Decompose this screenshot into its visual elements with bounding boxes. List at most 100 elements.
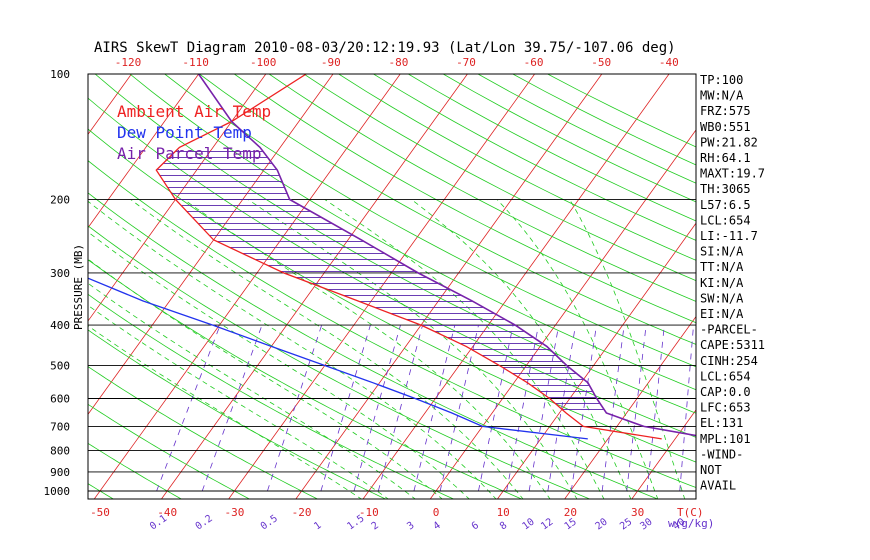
mixing-ratio-line [478, 324, 514, 492]
mixing-ratio-line [413, 324, 456, 492]
isotherm-line [160, 74, 468, 499]
isotherm-line [88, 74, 334, 416]
stat-item: -PARCEL- [700, 323, 758, 337]
y-axis-label: PRESSURE (MB) [72, 244, 85, 330]
legend-entry: Dew Point Temp [117, 123, 252, 142]
top-temp-tick-label: -90 [321, 56, 341, 69]
dry-adiabat-line [88, 259, 523, 499]
pressure-tick-label: 900 [50, 466, 70, 479]
stat-item: CINH:254 [700, 354, 758, 368]
chart-title: AIRS SkewT Diagram 2010-08-03/20:12:19.9… [94, 40, 676, 56]
mixing-ratio-line [353, 324, 401, 492]
mixing-ratio-line [679, 325, 694, 492]
pressure-tick-label: 700 [50, 420, 70, 433]
pressure-tick-label: 800 [50, 445, 70, 458]
dry-adiabat-line [129, 74, 696, 391]
mixing-ratio-line [201, 324, 263, 492]
stat-item: TP:100 [700, 73, 743, 87]
moist-adiabat-line [569, 199, 686, 499]
mixing-ratio-tick-label: 4 [432, 520, 443, 532]
isotherm-line [88, 74, 267, 322]
stat-item: RH:64.1 [700, 151, 751, 165]
dry-adiabat-line [303, 74, 696, 282]
mixing-ratio-line [646, 325, 665, 492]
mixing-ratio-tick-label: 8 [498, 520, 509, 532]
stat-item: TT:N/A [700, 260, 744, 274]
moist-adiabat-line [496, 199, 659, 499]
moist-adiabat-line [88, 282, 416, 499]
isotherm-line [295, 74, 603, 499]
dry-adiabat-line [88, 366, 319, 499]
stat-item: KI:N/A [700, 276, 744, 290]
dry-adiabat-line [338, 74, 696, 261]
pressure-tick-label: 300 [50, 267, 70, 280]
stat-item: FRZ:575 [700, 104, 751, 118]
moist-adiabat-line [411, 199, 632, 499]
top-temp-tick-label: -70 [456, 56, 476, 69]
stat-item: LCL:654 [700, 369, 751, 383]
mixing-ratio-axis-label: w(g/kg) [668, 517, 714, 530]
dry-adiabat-line [164, 74, 696, 368]
top-temp-tick-label: -50 [591, 56, 611, 69]
mixing-ratio-line [601, 325, 625, 492]
dry-adiabat-line [88, 128, 696, 463]
top-temp-tick-label: -100 [250, 56, 277, 69]
mixing-ratio-line [320, 324, 371, 492]
pressure-tick-label: 1000 [44, 485, 71, 498]
bottom-temp-tick-label: 0 [433, 506, 440, 519]
stat-item: SW:N/A [700, 291, 744, 305]
parcel-temp-line [197, 74, 696, 437]
isotherm-line [564, 315, 696, 499]
stat-item: MAXT:19.7 [700, 167, 765, 181]
bottom-temp-tick-label: -10 [359, 506, 379, 519]
stat-item: CAPE:5311 [700, 338, 765, 352]
bottom-temp-tick-label: 30 [631, 506, 644, 519]
stat-item: TH:3065 [700, 182, 751, 196]
dry-adiabat-line [268, 74, 696, 302]
mixing-ratio-line [439, 324, 479, 492]
mixing-ratio-line [528, 324, 560, 492]
stat-item: EI:N/A [700, 307, 744, 321]
stat-item: EL:131 [700, 416, 743, 430]
moist-adiabat-line [88, 231, 470, 499]
mixing-ratio-line [626, 325, 647, 492]
stat-item: PW:21.82 [700, 135, 758, 149]
dry-adiabat-line [88, 442, 183, 499]
top-temp-tick-label: -110 [182, 56, 209, 69]
stat-item: SI:N/A [700, 245, 744, 259]
isotherm-line [362, 74, 670, 499]
dry-adiabat-line [88, 403, 251, 499]
stat-item: -WIND- [700, 447, 743, 461]
stat-item: NOT [700, 463, 722, 477]
moist-adiabat-line [88, 200, 497, 499]
stat-item: CAP:0.0 [700, 385, 751, 399]
dry-adiabat-line [94, 74, 696, 414]
moist-adiabat-line [88, 304, 389, 499]
dry-adiabat-line [88, 160, 696, 489]
dry-adiabat-line [88, 225, 591, 499]
stat-item: LFC:653 [700, 401, 751, 415]
mixing-ratio-line [377, 324, 423, 492]
bottom-temp-tick-label: -50 [90, 506, 110, 519]
plot-area [88, 74, 696, 499]
legend-entry: Air Parcel Temp [117, 144, 262, 163]
bottom-temp-tick-label: 20 [564, 506, 577, 519]
plot-frame [87, 73, 697, 500]
stat-item: LCL:654 [700, 213, 751, 227]
pressure-tick-label: 200 [50, 194, 70, 207]
x-axis-label: T(C) [677, 506, 704, 519]
dry-adiabat-line [88, 329, 387, 499]
moist-adiabat-line [247, 199, 578, 499]
mixing-ratio-tick-label: 1 [312, 520, 323, 532]
top-temp-tick-label: -80 [388, 56, 408, 69]
moist-adiabat-line [130, 199, 524, 499]
bottom-temp-tick-label: -40 [157, 506, 177, 519]
mixing-ratio-line [267, 324, 323, 492]
bottom-temp-tick-label: -30 [224, 506, 244, 519]
stat-item: MPL:101 [700, 432, 751, 446]
bottom-temp-tick-label: 10 [497, 506, 510, 519]
isotherm-line [88, 74, 200, 229]
